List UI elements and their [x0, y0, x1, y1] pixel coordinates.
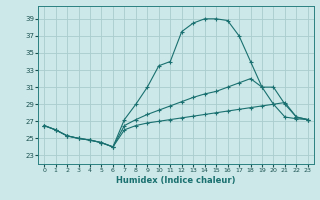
- X-axis label: Humidex (Indice chaleur): Humidex (Indice chaleur): [116, 176, 236, 185]
